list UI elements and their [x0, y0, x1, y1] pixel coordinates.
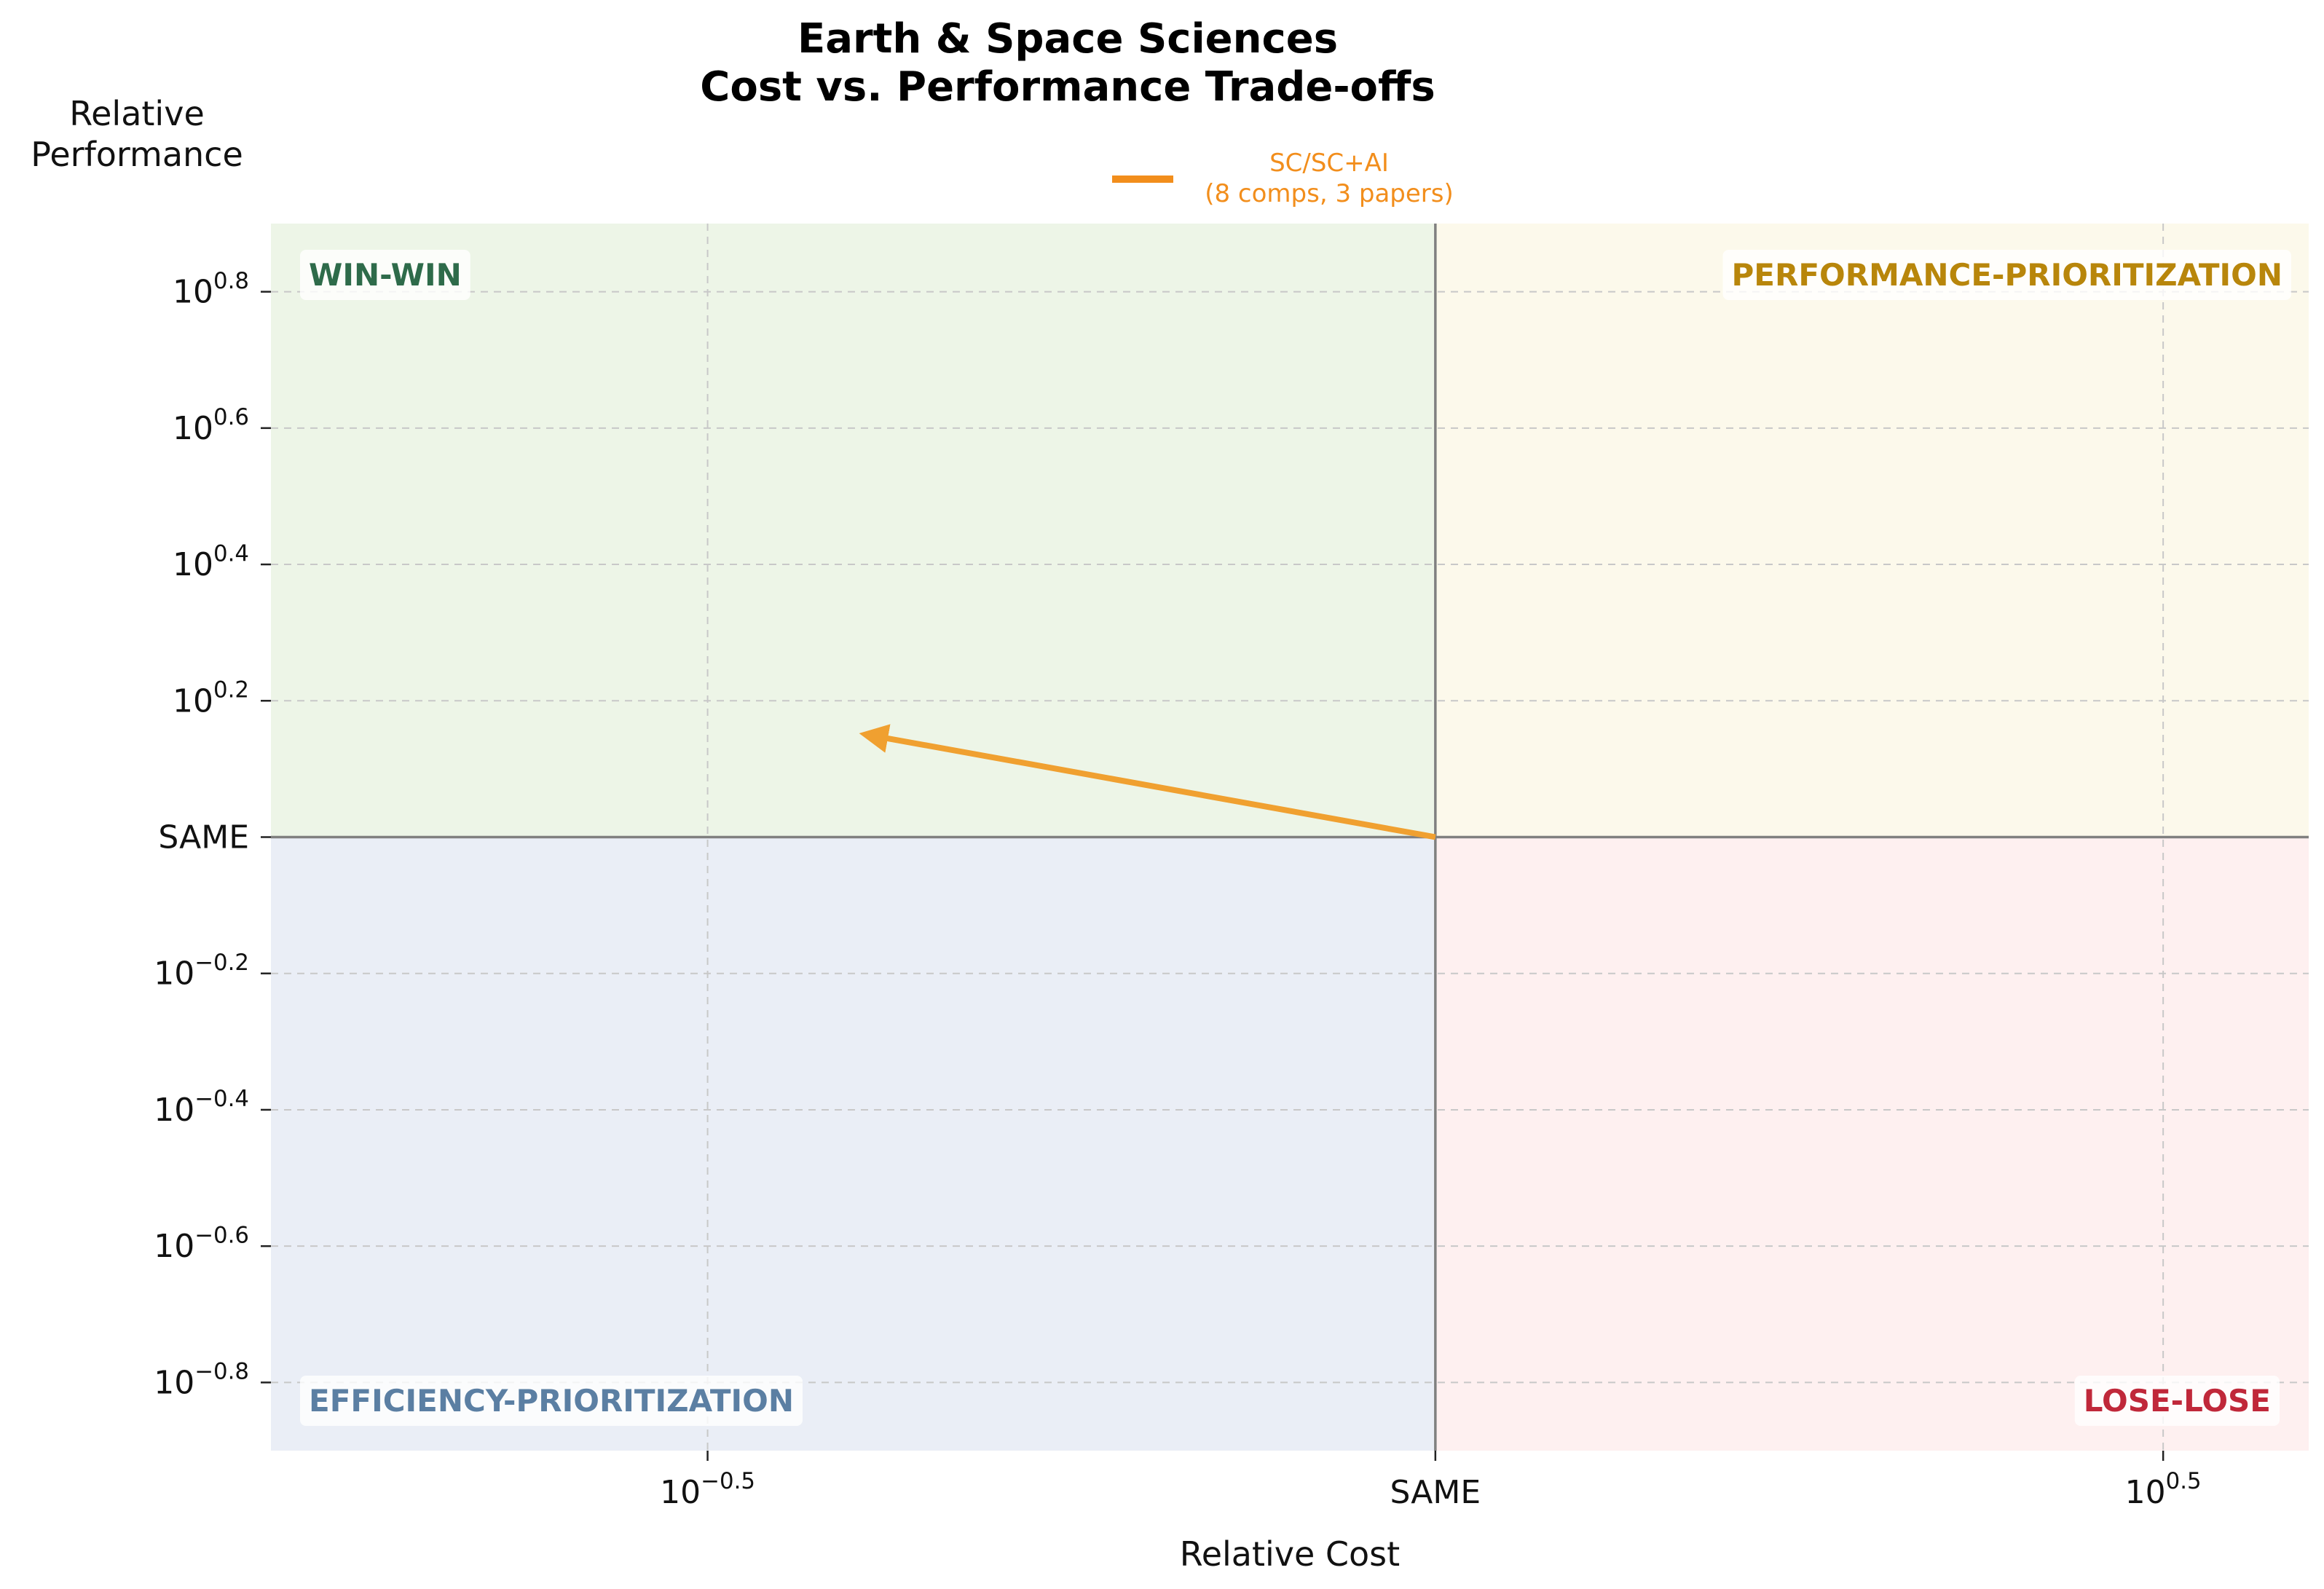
x-axis-label: Relative Cost [1180, 1534, 1400, 1574]
y-tick-label: 10−0.4 [154, 1086, 249, 1129]
quadrant-lose-lose [1435, 837, 2309, 1451]
quadrant-label-text: EFFICIENCY-PRIORITIZATION [309, 1383, 794, 1419]
y-tick-label: 100.2 [173, 677, 249, 719]
legend-label: SC/SC+AI (8 comps, 3 papers) [1205, 149, 1454, 208]
quadrant-win-win [271, 224, 1435, 837]
y-axis-label: Relative Performance [31, 94, 243, 174]
quadrant-label-background [2074, 1376, 2280, 1426]
quadrant-labels: WIN-WIN PERFORMANCE-PRIORITIZATION EFFICIE… [300, 250, 2291, 1426]
y-tick-label: 100.6 [173, 404, 249, 447]
quadrant-label-performance-prioritization: PERFORMANCE-PRIORITIZATION [1722, 250, 2291, 300]
series-arrow [859, 724, 1436, 840]
quadrant-label-lose-lose: LOSE-LOSE [2074, 1376, 2280, 1426]
x-axis-ticks: 10−0.5 SAME 100.5 [660, 1451, 2202, 1511]
y-tick-label: 10−0.8 [154, 1359, 249, 1402]
data-series [859, 724, 1436, 840]
quadrant-label-background [300, 250, 470, 300]
quadrant-performance-prioritization [1435, 224, 2309, 837]
x-tick-label: 100.5 [2125, 1468, 2202, 1511]
quadrant-label-text: WIN-WIN [309, 257, 462, 293]
legend-item: SC/SC+AI (8 comps, 3 papers) [1112, 149, 1454, 208]
quadrant-label-background [300, 1376, 803, 1426]
y-axis-ticks: 100.8 100.6 100.4 100.2 SAME 10−0.2 10−0.4 10−0… [154, 268, 271, 1402]
quadrant-label-text: PERFORMANCE-PRIORITIZATION [1732, 257, 2282, 293]
legend: SC/SC+AI (8 comps, 3 papers) [1112, 149, 1454, 208]
quadrant-efficiency-prioritization [271, 837, 1435, 1451]
y-tick-label: 100.8 [173, 268, 249, 311]
y-tick-label: 100.4 [173, 540, 249, 583]
x-tick-label: SAME [1390, 1474, 1481, 1511]
quadrant-label-efficiency-prioritization: EFFICIENCY-PRIORITIZATION [300, 1376, 803, 1426]
quadrant-label-win-win: WIN-WIN [300, 250, 470, 300]
y-tick-label: 10−0.2 [154, 950, 249, 993]
y-tick-label: 10−0.6 [154, 1222, 249, 1265]
y-tick-label: SAME [158, 819, 249, 856]
quadrant-label-background [1722, 250, 2291, 300]
x-tick-label: 10−0.5 [660, 1468, 755, 1511]
chart-title: Earth & Space Sciences Cost vs. Performan… [700, 15, 1435, 111]
quadrant-label-text: LOSE-LOSE [2084, 1383, 2271, 1419]
